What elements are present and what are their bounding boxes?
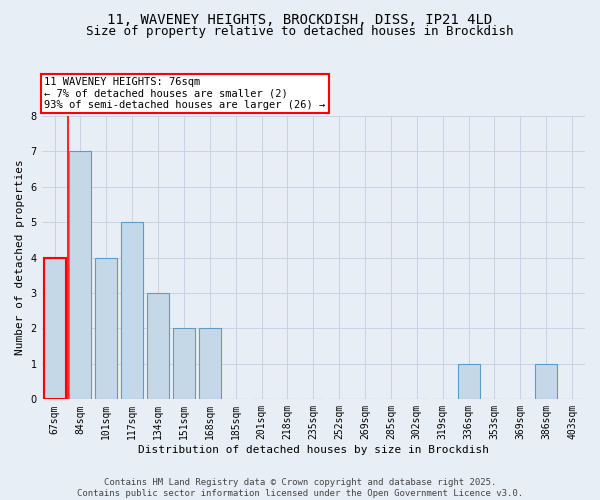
Bar (70, 152, 91, 400)
Bar (121, 222, 143, 400)
Bar (535, 364, 557, 400)
Bar (95, 258, 118, 400)
Text: 11, WAVENEY HEIGHTS, BROCKDISH, DISS, IP21 4LD: 11, WAVENEY HEIGHTS, BROCKDISH, DISS, IP… (107, 12, 493, 26)
Bar (458, 364, 479, 400)
Text: Size of property relative to detached houses in Brockdish: Size of property relative to detached ho… (86, 25, 514, 38)
Bar (199, 328, 221, 400)
Bar (173, 328, 195, 400)
Bar (44, 258, 65, 400)
Bar (147, 293, 169, 400)
X-axis label: Distribution of detached houses by size in Brockdish: Distribution of detached houses by size … (138, 445, 489, 455)
Text: 11 WAVENEY HEIGHTS: 76sqm
← 7% of detached houses are smaller (2)
93% of semi-de: 11 WAVENEY HEIGHTS: 76sqm ← 7% of detach… (44, 77, 326, 110)
Text: Contains HM Land Registry data © Crown copyright and database right 2025.
Contai: Contains HM Land Registry data © Crown c… (77, 478, 523, 498)
Y-axis label: Number of detached properties: Number of detached properties (15, 160, 25, 356)
